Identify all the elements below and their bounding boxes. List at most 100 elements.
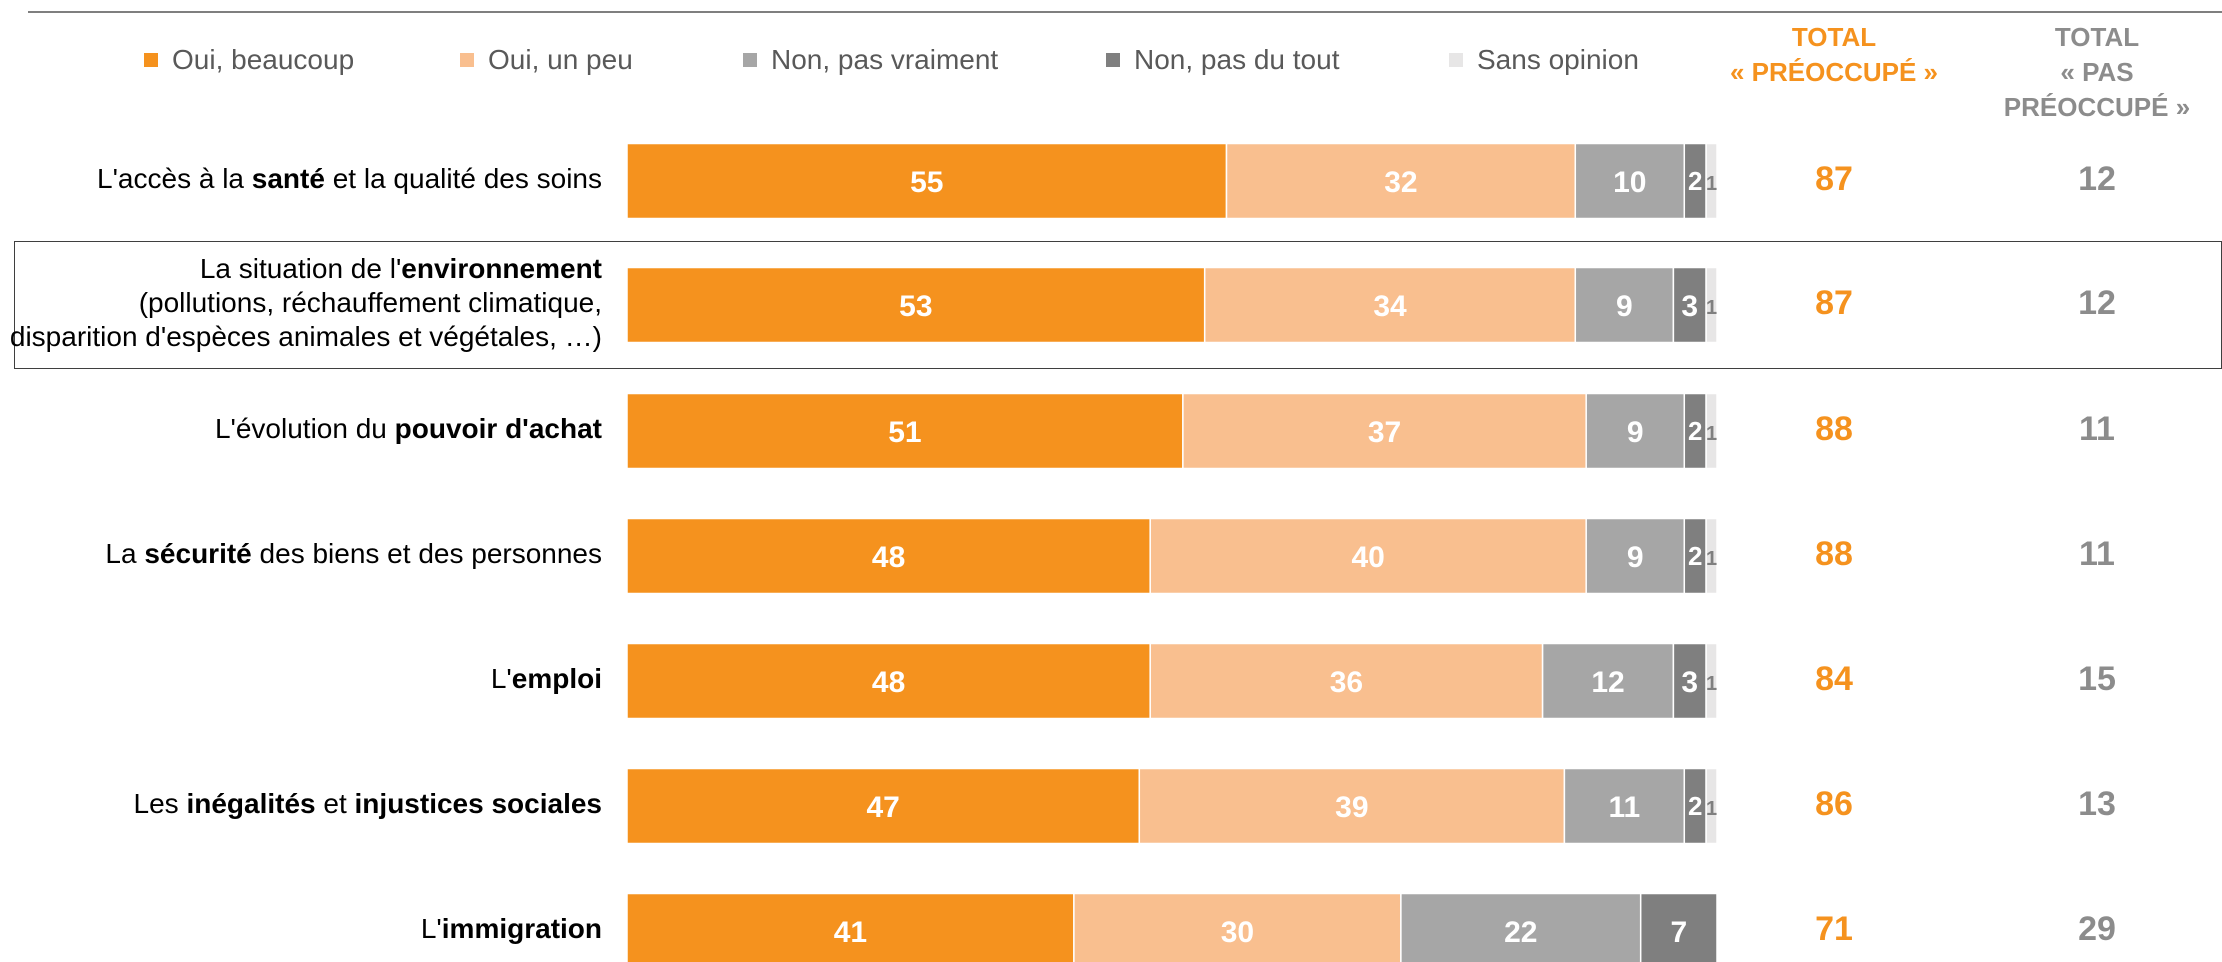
legend-item-sans-opinion: Sans opinion xyxy=(1449,44,1639,76)
row-label-main: Les inégalités et injustices sociales xyxy=(134,787,603,821)
data-label-non-pas-vraiment: 12 xyxy=(1591,666,1624,699)
row-label-keyword: pouvoir d'achat xyxy=(394,413,602,444)
data-label-non-pas-du-tout: 2 xyxy=(1688,541,1702,571)
total-preoccupe-value: 87 xyxy=(1815,284,1853,322)
data-label-oui-beaucoup: 51 xyxy=(888,416,921,449)
data-label-non-pas-du-tout: 7 xyxy=(1671,916,1688,949)
bar-row-6: 47 39 11 2 1 xyxy=(626,767,1718,845)
data-label-non-pas-vraiment: 22 xyxy=(1504,916,1537,949)
bar-segment-oui-beaucoup xyxy=(626,142,1228,220)
total-pas-preoccupe-value: 13 xyxy=(2078,785,2116,823)
bar-segment-non-pas-vraiment xyxy=(1585,392,1686,470)
bar-row-2: 53 34 9 3 1 xyxy=(626,266,1718,344)
data-label-sans-opinion: 1 xyxy=(1706,798,1717,820)
total-pas-preoccupe-value: 15 xyxy=(2078,660,2116,698)
row-label-text: Les xyxy=(133,788,187,819)
bar-row-5: 48 36 12 3 1 xyxy=(626,642,1718,720)
total-preoccupe-value: 71 xyxy=(1815,910,1853,948)
row-label-keyword: immigration xyxy=(441,913,602,944)
data-label-oui-beaucoup: 53 xyxy=(899,290,932,323)
data-label-non-pas-vraiment: 9 xyxy=(1627,541,1644,574)
bar-segment-non-pas-vraiment xyxy=(1574,266,1675,344)
data-label-non-pas-vraiment: 9 xyxy=(1627,416,1644,449)
data-label-sans-opinion: 1 xyxy=(1706,548,1717,570)
legend-label-oui-un-peu: Oui, un peu xyxy=(488,44,633,75)
total-preoccupe-value: 88 xyxy=(1815,535,1853,573)
total-preoccupe-value: 86 xyxy=(1815,785,1853,823)
total-pas-preoccupe-value: 11 xyxy=(2079,410,2115,448)
bar-segment-non-pas-du-tout xyxy=(1639,892,1718,962)
bar-row-4: 48 40 9 2 1 xyxy=(626,517,1718,595)
bar-segment-sans-opinion xyxy=(1705,767,1718,845)
bar-segment-sans-opinion xyxy=(1705,642,1718,720)
row-label-1: L'accès à la santé et la qualité des soi… xyxy=(97,162,602,196)
data-label-non-pas-du-tout: 3 xyxy=(1681,666,1698,699)
data-label-oui-beaucoup: 48 xyxy=(872,666,905,699)
total-preoccupe-value: 88 xyxy=(1815,410,1853,448)
bar-segment-sans-opinion xyxy=(1705,142,1718,220)
total-preoccupe-value: 87 xyxy=(1815,160,1853,198)
bar-segment-sans-opinion xyxy=(1705,266,1718,344)
row-label-text: L' xyxy=(490,663,512,694)
bar-segment-oui-un-peu xyxy=(1073,892,1402,962)
bar-segment-oui-un-peu xyxy=(1149,517,1587,595)
bar-segment-oui-beaucoup xyxy=(626,266,1206,344)
bar-segment-non-pas-vraiment xyxy=(1585,517,1686,595)
legend-swatch-non-pas-du-tout xyxy=(1106,53,1120,67)
total-preoccupe-header-line1: TOTAL xyxy=(1791,22,1877,52)
row-label-text: La xyxy=(105,538,145,569)
data-label-oui-un-peu: 30 xyxy=(1221,916,1254,949)
bar-segment-non-pas-vraiment xyxy=(1541,642,1675,720)
row-sublabel: disparition d'espèces animales et végéta… xyxy=(9,321,602,352)
bar-segment-oui-un-peu xyxy=(1225,142,1577,220)
chart-legend: Oui, beaucoup Oui, un peu Non, pas vraimen… xyxy=(0,30,1680,92)
bar-segment-oui-beaucoup xyxy=(626,892,1075,962)
total-preoccupe-header-line2: « PRÉOCCUPÉ » xyxy=(1729,57,1939,87)
data-label-sans-opinion: 1 xyxy=(1706,673,1717,695)
bar-segment-oui-un-peu xyxy=(1138,767,1566,845)
data-label-oui-beaucoup: 47 xyxy=(866,791,899,824)
data-label-oui-un-peu: 32 xyxy=(1384,166,1417,199)
row-label-text: La situation de l' xyxy=(199,253,402,284)
legend-item-oui-beaucoup: Oui, beaucoup xyxy=(144,44,354,76)
bar-segment-non-pas-du-tout xyxy=(1672,266,1707,344)
top-rule xyxy=(28,11,2222,13)
row-label-3: L'évolution du pouvoir d'achat xyxy=(215,412,602,446)
total-preoccupe-value: 84 xyxy=(1815,660,1853,698)
legend-swatch-oui-un-peu xyxy=(460,53,474,67)
row-label-text: et xyxy=(315,788,355,819)
row-label-7: L'immigration xyxy=(421,912,602,946)
row-label-main: L'emploi xyxy=(491,662,602,696)
data-label-oui-un-peu: 37 xyxy=(1368,416,1401,449)
bar-segment-oui-beaucoup xyxy=(626,392,1184,470)
bar-segment-sans-opinion xyxy=(1705,392,1718,470)
legend-item-non-pas-du-tout: Non, pas du tout xyxy=(1106,44,1339,76)
data-label-non-pas-du-tout: 2 xyxy=(1688,166,1702,196)
bar-row-1: 55 32 10 2 1 xyxy=(626,142,1718,220)
legend-label-sans-opinion: Sans opinion xyxy=(1477,44,1639,75)
data-label-oui-beaucoup: 41 xyxy=(834,916,867,949)
bar-segment-oui-un-peu xyxy=(1149,642,1544,720)
total-pas-preoccupe-header-line1: TOTAL xyxy=(2054,22,2140,52)
data-label-sans-opinion: 1 xyxy=(1706,423,1717,445)
bar-segment-non-pas-vraiment xyxy=(1574,142,1686,220)
total-preoccupe-header: TOTAL « PRÉOCCUPÉ » xyxy=(1714,20,1954,90)
total-pas-preoccupe-value: 11 xyxy=(2079,535,2115,573)
legend-label-oui-beaucoup: Oui, beaucoup xyxy=(172,44,355,75)
legend-label-non-pas-du-tout: Non, pas du tout xyxy=(1134,44,1340,75)
row-label-6: Les inégalités et injustices sociales xyxy=(134,787,603,821)
row-label-keyword: injustices sociales xyxy=(354,788,602,819)
bar-segment-non-pas-vraiment xyxy=(1563,767,1686,845)
data-label-oui-beaucoup: 55 xyxy=(910,166,943,199)
bar-segment-non-pas-vraiment xyxy=(1400,892,1642,962)
data-label-non-pas-vraiment: 11 xyxy=(1608,791,1640,824)
legend-swatch-sans-opinion xyxy=(1449,53,1463,67)
row-label-text: L'évolution du xyxy=(214,413,395,444)
bar-row-7: 41 30 22 7 xyxy=(626,892,1718,962)
bar-row-3: 51 37 9 2 1 xyxy=(626,392,1718,470)
row-label-keyword: emploi xyxy=(511,663,602,694)
data-label-oui-un-peu: 39 xyxy=(1335,791,1368,824)
data-label-non-pas-vraiment: 10 xyxy=(1613,166,1646,199)
data-label-oui-un-peu: 36 xyxy=(1330,666,1363,699)
